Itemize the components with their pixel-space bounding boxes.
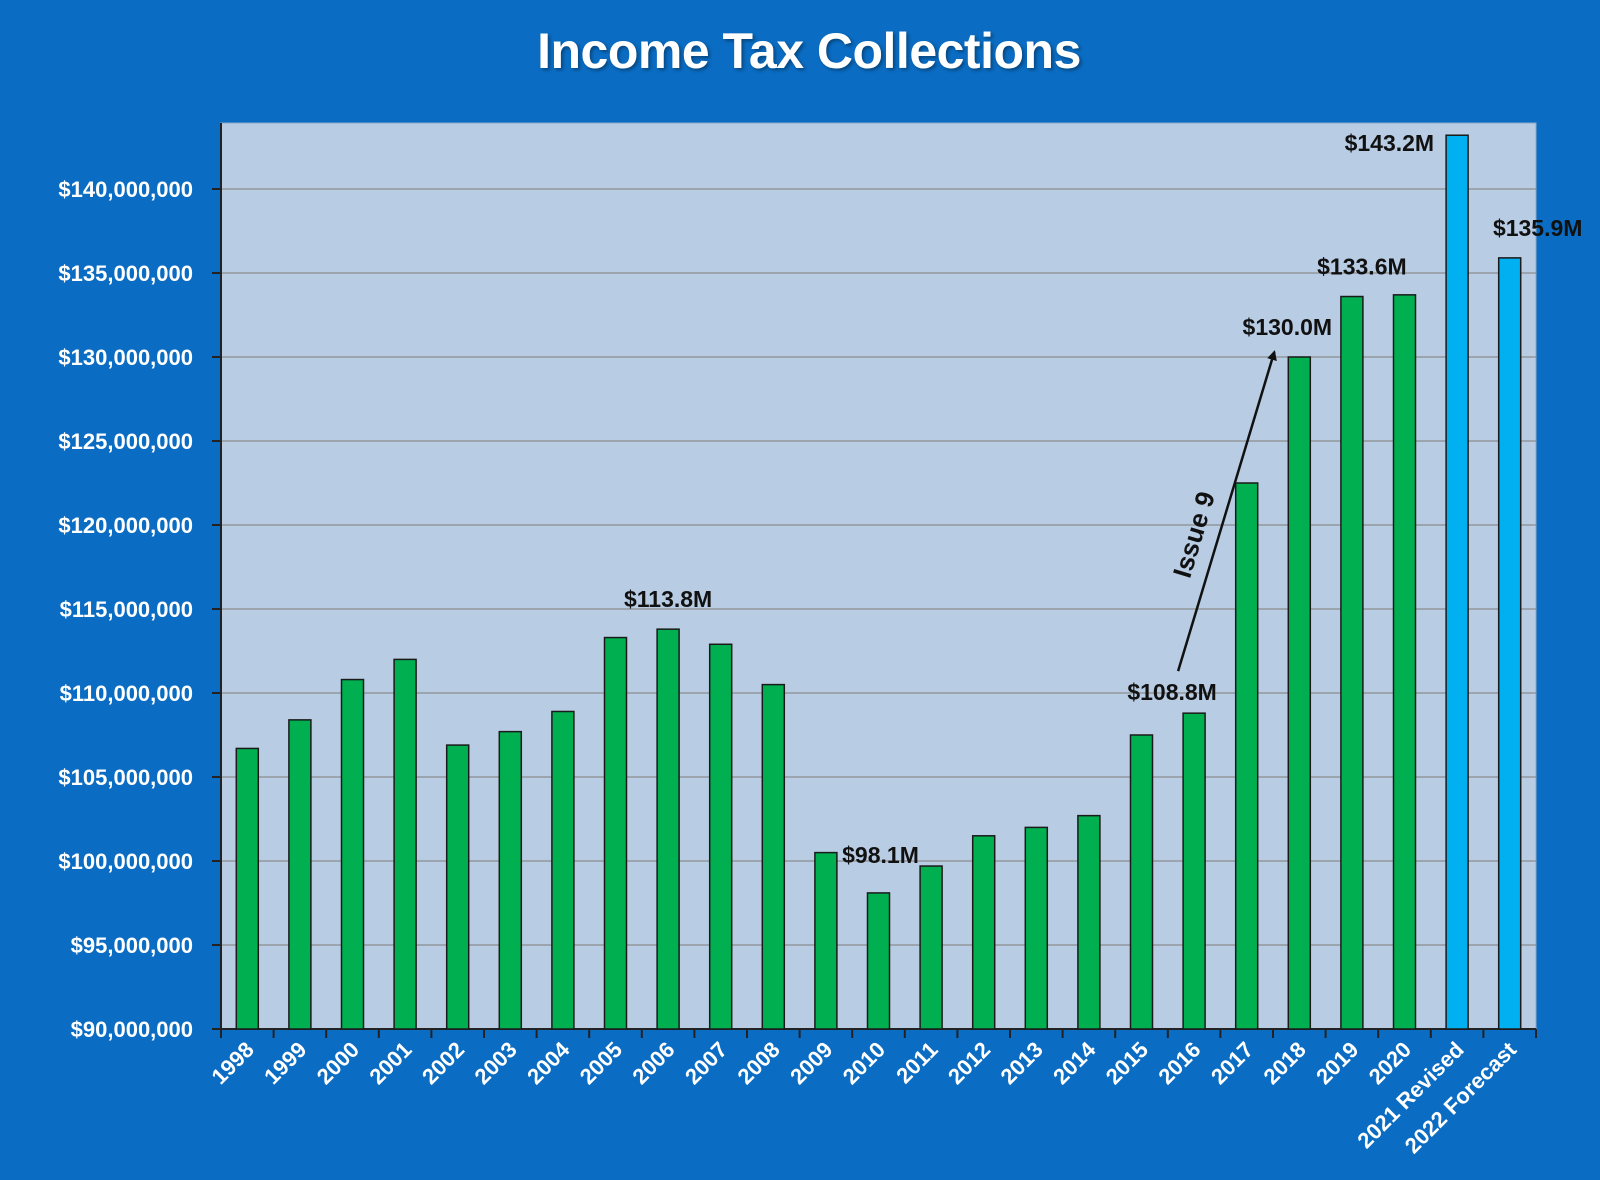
y-tick-label: $130,000,000 (58, 345, 193, 370)
bar-2002 (445, 744, 470, 1030)
bar-2001 (393, 658, 417, 1030)
data-label: $113.8M (624, 586, 712, 612)
data-label: $130.0M (1243, 314, 1333, 340)
x-tick-label: 2002 (417, 1037, 469, 1089)
y-tick-label: $90,000,000 (71, 1017, 193, 1042)
bar-2004 (551, 710, 575, 1030)
x-tick-label: 2000 (312, 1037, 364, 1089)
bar-2022-forecast (1497, 257, 1522, 1030)
bar-2016 (1182, 712, 1206, 1030)
x-tick-label: 2011 (891, 1037, 942, 1088)
y-tick-label: $115,000,000 (60, 597, 193, 622)
bar-2020 (1392, 294, 1417, 1030)
x-tick-label: 2004 (522, 1036, 575, 1089)
x-tick-label: 2009 (785, 1037, 837, 1089)
bar-2012 (971, 835, 996, 1030)
x-tick-label: 2003 (470, 1037, 522, 1089)
bar-2003 (498, 730, 523, 1030)
bar-2011 (919, 865, 943, 1030)
bar-2018 (1287, 356, 1312, 1030)
y-tick-label: $110,000,000 (60, 681, 193, 706)
x-tick-label: 1998 (207, 1037, 259, 1089)
x-tick-label: 2006 (627, 1037, 679, 1089)
x-tick-label: 2016 (1153, 1037, 1205, 1089)
y-tick-label: $135,000,000 (58, 261, 193, 286)
x-tick-label: 2005 (575, 1037, 627, 1089)
y-tick-label: $100,000,000 (58, 849, 193, 874)
x-tick-label: 2017 (1206, 1037, 1258, 1089)
x-tick-label: 2018 (1259, 1037, 1311, 1089)
data-label: $135.9M (1493, 215, 1583, 241)
plot-area (220, 122, 1537, 1030)
bar-2007 (708, 643, 733, 1030)
x-tick-label: 1999 (259, 1037, 311, 1089)
y-tick-label: $105,000,000 (58, 765, 193, 790)
y-tick-label: $95,000,000 (71, 933, 193, 958)
annotation-arrow (1176, 350, 1277, 672)
bar-2008 (761, 683, 786, 1030)
x-tick-label: 2019 (1311, 1037, 1363, 1089)
data-label: $133.6M (1317, 254, 1407, 280)
bar-2013 (1024, 826, 1049, 1030)
bar-2019 (1340, 295, 1364, 1030)
x-tick-label: 2001 (364, 1037, 416, 1089)
bar-2021-revised (1445, 134, 1469, 1030)
x-tick-label: 2008 (733, 1037, 785, 1089)
bar-2009 (814, 851, 838, 1030)
x-tick-label: 2012 (943, 1037, 995, 1089)
bar-2010 (866, 892, 891, 1030)
bar-1999 (288, 719, 312, 1030)
bar-2015 (1129, 734, 1154, 1030)
chart-title: Income Tax Collections (537, 23, 1081, 79)
y-tick-label: $125,000,000 (58, 429, 193, 454)
bar-2000 (340, 678, 365, 1030)
bar-2014 (1077, 814, 1101, 1030)
data-label: $143.2M (1345, 130, 1435, 156)
data-label: $108.8M (1127, 679, 1217, 705)
x-tick-label: 2015 (1101, 1037, 1153, 1089)
bar-2006 (656, 628, 680, 1030)
bar-2005 (603, 636, 628, 1030)
x-tick-label: 2014 (1048, 1036, 1101, 1089)
x-tick-label: 2010 (838, 1037, 890, 1089)
y-tick-label: $120,000,000 (58, 513, 193, 538)
bar-1998 (235, 747, 260, 1030)
bar-2017 (1234, 482, 1259, 1030)
x-tick-label: 2007 (680, 1037, 732, 1089)
data-label: $98.1M (842, 842, 919, 868)
y-tick-label: $140,000,000 (58, 177, 193, 202)
x-tick-label: 2013 (996, 1037, 1048, 1089)
